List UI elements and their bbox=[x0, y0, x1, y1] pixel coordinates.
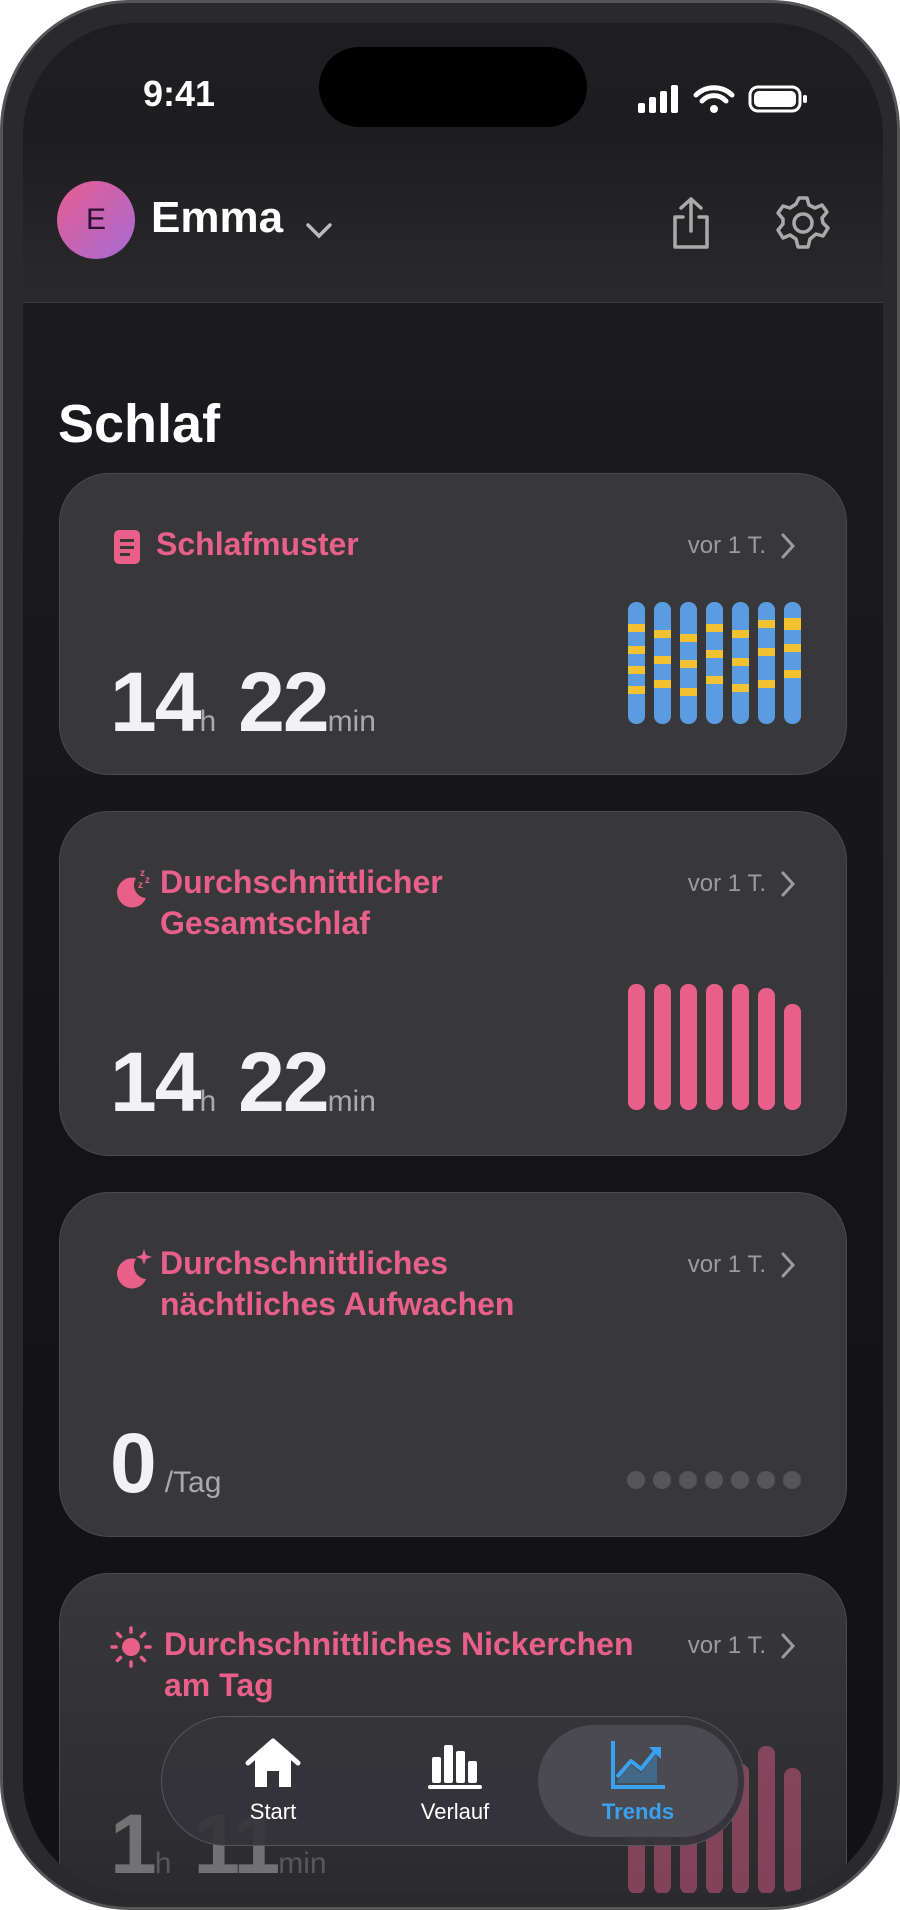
value-number: 1 bbox=[110, 1797, 157, 1891]
value-number: 22 bbox=[238, 655, 329, 749]
trends-icon bbox=[611, 1741, 665, 1789]
card-title: Durchschnittliches Nickerchen am Tag bbox=[164, 1626, 634, 1703]
value-unit: min bbox=[278, 1847, 327, 1880]
tab-label: Verlauf bbox=[420, 1799, 490, 1824]
tab-bar: Start Verlauf Trends bbox=[161, 1716, 745, 1846]
value-number: 22 bbox=[238, 1035, 329, 1129]
value-unit: h bbox=[199, 1085, 217, 1118]
avatar[interactable]: E bbox=[57, 181, 135, 259]
value-unit: h bbox=[154, 1847, 172, 1880]
active-tab-highlight bbox=[538, 1725, 738, 1837]
tab-verlauf[interactable]: Verlauf bbox=[380, 1717, 530, 1847]
card-value: 14h 22min bbox=[110, 1034, 398, 1131]
chevron bbox=[781, 533, 796, 559]
sleep-bars bbox=[628, 984, 801, 1110]
history-icon bbox=[428, 1745, 482, 1789]
wake-dots bbox=[627, 1471, 801, 1489]
pattern-chart bbox=[628, 602, 801, 724]
value-unit: min bbox=[327, 705, 376, 738]
value-number: 14 bbox=[110, 1035, 201, 1129]
chevron bbox=[781, 1252, 796, 1278]
card-value: 14h 22min bbox=[110, 654, 398, 751]
screen: 9:41 E Emma Schlaf Schlafmuster vor 1 T.… bbox=[23, 23, 883, 1893]
card-timestamp: vor 1 T. bbox=[687, 1251, 766, 1278]
section-title: Schlaf bbox=[58, 394, 221, 454]
card-icon bbox=[114, 530, 140, 564]
chevron bbox=[781, 1633, 796, 1659]
svg-text:z: z bbox=[138, 880, 143, 891]
svg-text:z: z bbox=[145, 875, 150, 886]
card-title: Durchschnittlicher Gesamtschlaf bbox=[160, 864, 443, 941]
card[interactable]: Durchschnittliches nächtliches Aufwachen… bbox=[59, 1192, 847, 1537]
value-unit: h bbox=[199, 705, 217, 738]
card-icon bbox=[117, 1249, 152, 1289]
dropdown-chevron[interactable] bbox=[305, 221, 333, 241]
card-title: Schlafmuster bbox=[156, 526, 359, 562]
card-timestamp: vor 1 T. bbox=[687, 1632, 766, 1659]
card-value: 0/Tag bbox=[110, 1415, 243, 1512]
status-time: 9:41 bbox=[143, 73, 216, 114]
dynamic-island bbox=[319, 47, 587, 127]
value-unit: /Tag bbox=[164, 1466, 222, 1499]
value-unit: min bbox=[327, 1085, 376, 1118]
value-number: 0 bbox=[110, 1416, 157, 1510]
value-number: 14 bbox=[110, 655, 201, 749]
status-icons bbox=[638, 85, 807, 113]
tab-label: Trends bbox=[601, 1799, 675, 1824]
card-icon: zzz bbox=[117, 868, 150, 908]
tab-label: Start bbox=[249, 1799, 297, 1824]
chevron bbox=[781, 871, 796, 897]
home-icon bbox=[245, 1738, 301, 1787]
card-timestamp: vor 1 T. bbox=[687, 870, 766, 897]
tab-trends[interactable]: Trends bbox=[563, 1717, 713, 1847]
share-button[interactable] bbox=[669, 195, 713, 251]
user-name[interactable]: Emma bbox=[151, 193, 284, 242]
settings-button[interactable] bbox=[775, 195, 831, 251]
card[interactable]: Schlafmuster vor 1 T. 14h 22min bbox=[59, 473, 847, 775]
svg-text:z: z bbox=[140, 868, 145, 879]
card-title: Durchschnittliches nächtliches Aufwachen bbox=[160, 1245, 515, 1322]
card-icon bbox=[110, 1626, 152, 1668]
card-timestamp: vor 1 T. bbox=[687, 532, 766, 559]
tab-start[interactable]: Start bbox=[198, 1717, 348, 1847]
header-bar bbox=[23, 143, 883, 303]
